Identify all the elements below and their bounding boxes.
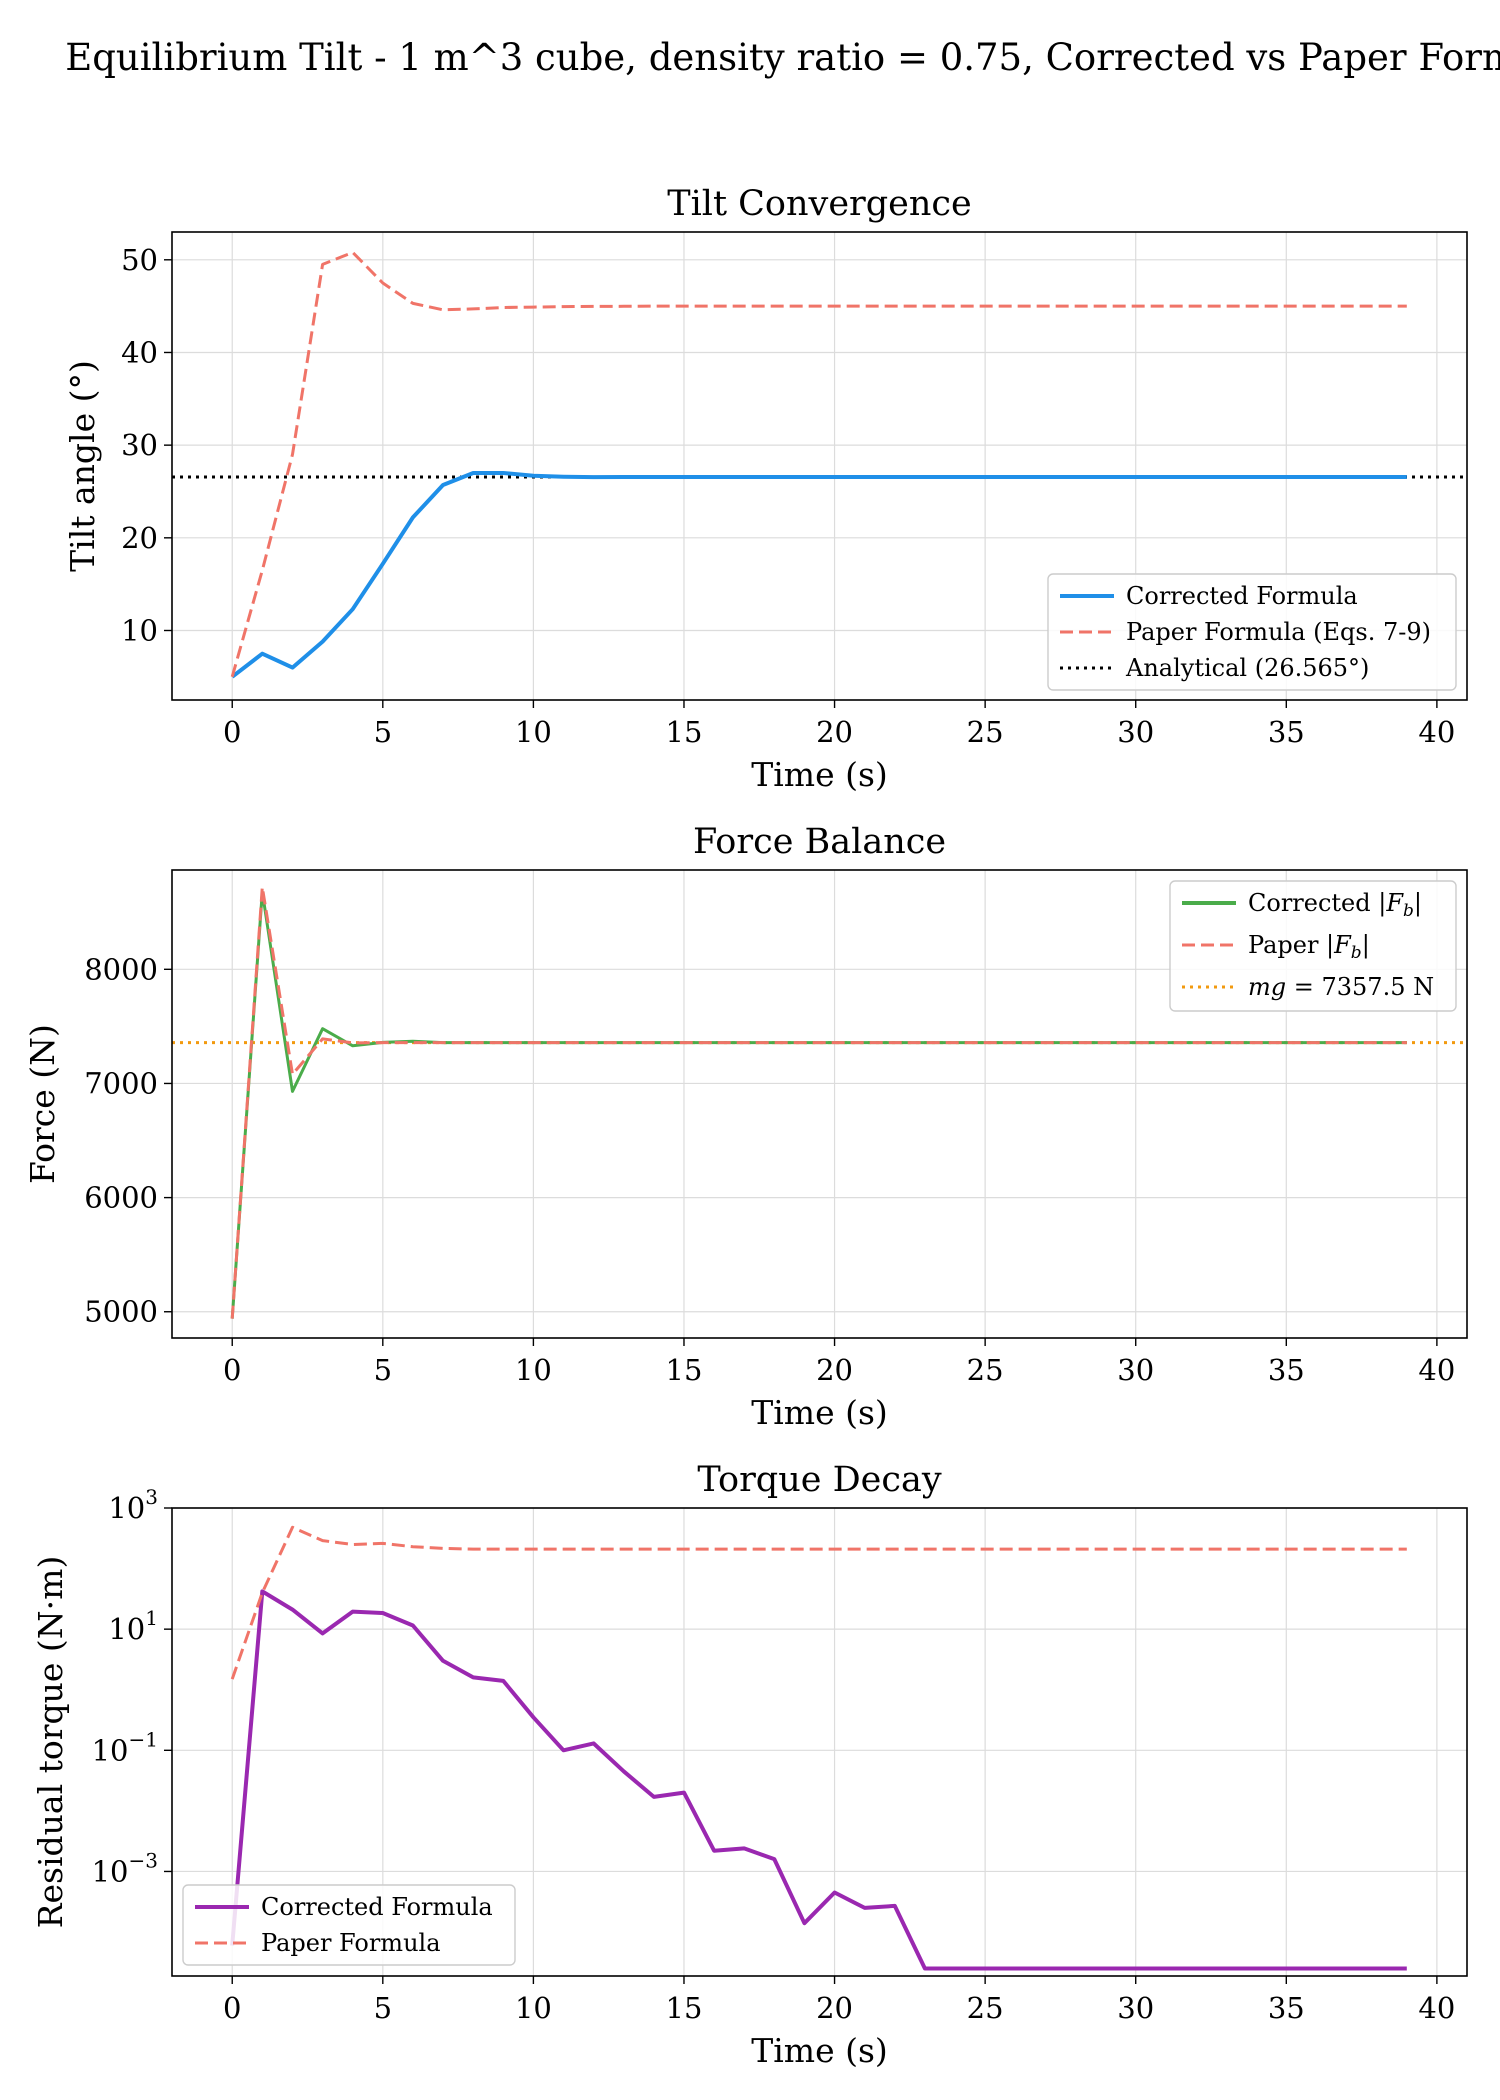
y-tick-label: 10−1 [92, 1727, 158, 1767]
plot-area [172, 250, 1467, 679]
x-tick-label: 25 [967, 715, 1004, 749]
panel-title: Torque Decay [697, 1460, 941, 1500]
plot-area [172, 885, 1467, 1319]
y-tick-label: 20 [121, 521, 158, 555]
axes-frame [171, 869, 1468, 1339]
panel-title: Tilt Convergence [667, 184, 972, 224]
x-tick-label: 0 [223, 715, 241, 749]
series-line-0 [230, 471, 1407, 679]
x-tick-label: 40 [1418, 1991, 1455, 2025]
y-tick-label: 101 [108, 1606, 158, 1646]
x-tick-label: 15 [666, 715, 703, 749]
y-axis-label: Residual torque (N·m) [31, 1556, 70, 1929]
x-axis-label: Time (s) [751, 755, 888, 794]
x-tick-label: 30 [1117, 1353, 1154, 1387]
series-line-1 [230, 885, 1407, 1319]
x-tick-label: 25 [967, 1991, 1004, 2025]
x-tick-label: 35 [1268, 715, 1305, 749]
legend-label: Paper Formula (Eqs. 7-9) [1126, 618, 1431, 646]
y-tick-label: 30 [121, 428, 158, 462]
legend: Corrected Formula Paper Formula (Eqs. 7-9… [1047, 573, 1457, 691]
x-tick-label: 5 [374, 715, 392, 749]
x-tick-label: 15 [666, 1991, 703, 2025]
series-line-0 [230, 1589, 1407, 1971]
plot-area [230, 1525, 1407, 1971]
x-tick-label: 30 [1117, 715, 1154, 749]
x-tick-label: 25 [967, 1353, 1004, 1387]
x-tick-label: 20 [816, 715, 853, 749]
x-tick-label: 40 [1418, 1353, 1455, 1387]
y-tick-label: 6000 [84, 1181, 158, 1215]
legend-box [1047, 573, 1457, 691]
x-tick-label: 20 [816, 1353, 853, 1387]
y-tick-label: 10−3 [92, 1848, 158, 1888]
x-tick-label: 30 [1117, 1991, 1154, 2025]
torque-decay-panel: 0 5 10 15 20 25 30 35 40 10−3 10−1 101 103 Torque Dec… [31, 1460, 1468, 2070]
legend: Corrected |Fb| Paper |Fb| mg = 7357.5 N [1169, 880, 1457, 1012]
x-axis-label: Time (s) [751, 2031, 888, 2070]
x-tick-label: 5 [374, 1353, 392, 1387]
legend-label: mg = 7357.5 N [1248, 973, 1434, 1001]
legend-box [182, 1884, 516, 1966]
x-tick-label: 10 [515, 1353, 552, 1387]
y-tick-label: 8000 [84, 952, 158, 986]
y-axis-label: Force (N) [23, 1024, 62, 1184]
axes-frame [171, 231, 1468, 701]
x-tick-label: 15 [666, 1353, 703, 1387]
x-tick-label: 10 [515, 715, 552, 749]
legend-box [1169, 880, 1457, 1012]
legend-label: Corrected |Fb| [1248, 889, 1422, 921]
legend-label: Paper Formula [261, 1929, 441, 1957]
y-tick-label: 103 [108, 1485, 158, 1525]
legend-label: Corrected Formula [261, 1893, 493, 1921]
x-tick-label: 0 [223, 1991, 241, 2025]
legend: Corrected Formula Paper Formula [182, 1884, 516, 1966]
x-tick-label: 20 [816, 1991, 853, 2025]
figure-title: Equilibrium Tilt - 1 m^3 cube, density r… [65, 36, 1500, 79]
y-tick-label: 40 [121, 335, 158, 369]
legend-label: Corrected Formula [1126, 582, 1358, 610]
legend-label: Paper |Fb| [1248, 931, 1370, 963]
y-tick-label: 10 [121, 613, 158, 647]
tilt-convergence-panel: 0 5 10 15 20 25 30 35 40 10 20 30 40 50 Tilt Convergen… [63, 184, 1468, 794]
x-tick-label: 5 [374, 1991, 392, 2025]
x-tick-label: 0 [223, 1353, 241, 1387]
panel-title: Force Balance [693, 822, 946, 862]
force-balance-panel: 0 5 10 15 20 25 30 35 40 5000 6000 7000 8000 Force Ba… [23, 822, 1468, 1432]
legend-label: Analytical (26.565°) [1125, 654, 1369, 682]
y-axis-label: Tilt angle (°) [63, 360, 102, 572]
x-tick-label: 35 [1268, 1353, 1305, 1387]
y-tick-label: 5000 [84, 1295, 158, 1329]
x-tick-label: 10 [515, 1991, 552, 2025]
axes-frame [171, 1507, 1468, 1977]
x-tick-label: 40 [1418, 715, 1455, 749]
series-line-1 [230, 250, 1407, 678]
x-axis-label: Time (s) [751, 1393, 888, 1432]
y-tick-label: 50 [121, 243, 158, 277]
x-tick-label: 35 [1268, 1991, 1305, 2025]
series-line-1 [230, 1525, 1407, 1680]
y-tick-label: 7000 [84, 1066, 158, 1100]
